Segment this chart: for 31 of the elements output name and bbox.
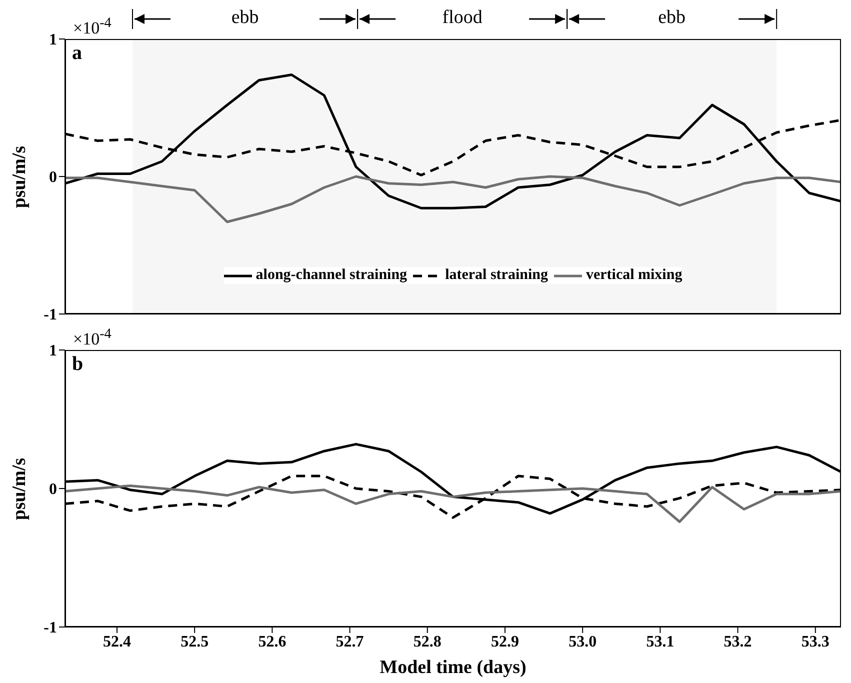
y-tick-label: 1 xyxy=(49,32,57,49)
y-tick-label: 0 xyxy=(49,169,57,186)
annotation: b xyxy=(72,353,84,376)
x-tick-label: 52.7 xyxy=(336,633,364,650)
y-tick-label: 1 xyxy=(49,342,57,360)
line-series xyxy=(65,175,841,224)
x-tick-label: 53.0 xyxy=(568,633,597,650)
x-tick-label: 52.6 xyxy=(258,633,286,650)
y-tick-label: -1 xyxy=(44,306,57,324)
x-tick-label: 53.2 xyxy=(724,633,752,650)
band-label: ebb xyxy=(658,7,686,28)
y-axis-title: psu/m/s xyxy=(9,457,31,520)
x-tick-label: 53.3 xyxy=(801,633,830,650)
text: ×10$^{-4}$ xyxy=(73,15,112,39)
legend-label: along-channel straining xyxy=(256,267,408,284)
x-tick-label: 52.4 xyxy=(102,633,131,650)
x-axis-title: Model time (days) xyxy=(378,657,528,679)
y-axis-title: psu/m/s xyxy=(9,145,31,208)
x-tick-label: 53.1 xyxy=(646,633,674,650)
x-tick-label: 52.5 xyxy=(180,633,209,650)
band-label: ebb xyxy=(231,7,259,28)
text: ×10$^{-4}$ xyxy=(73,326,112,350)
legend-label: vertical mixing xyxy=(586,267,682,284)
band-label: flood xyxy=(442,7,482,28)
x-tick-label: 52.8 xyxy=(413,633,442,650)
annotation: a xyxy=(72,42,82,65)
line-series xyxy=(65,484,841,523)
x-tick-label: 52.9 xyxy=(490,633,519,650)
legend-label: lateral straining xyxy=(445,267,548,284)
y-tick-label: 0 xyxy=(49,481,57,498)
y-tick-label: -1 xyxy=(44,620,57,637)
